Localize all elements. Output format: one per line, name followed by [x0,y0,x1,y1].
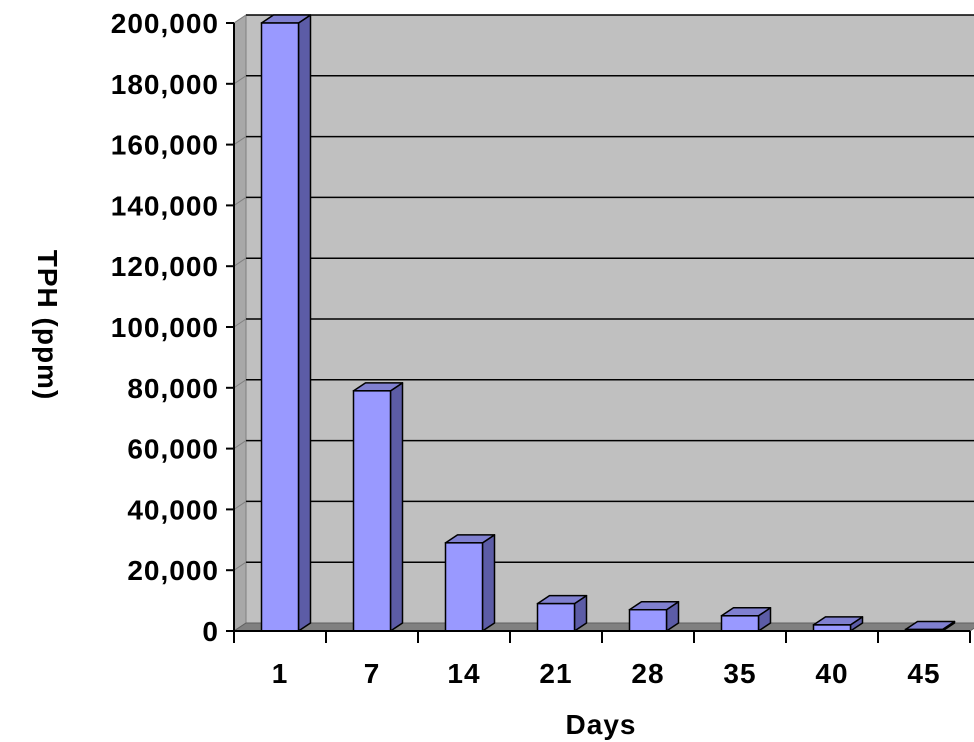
bar [536,594,588,632]
y-tick-label: 100,000 [111,312,219,343]
y-tick-label: 60,000 [127,434,219,465]
bar-side [481,534,496,632]
bar [444,534,496,632]
gridline-side [233,75,247,85]
bar-front [444,542,484,632]
y-tick-label: 200,000 [111,8,219,39]
bar-front [260,22,300,632]
bar [260,14,312,632]
x-tick-label: 35 [723,658,756,689]
bar [352,382,404,632]
bar-side [389,382,404,632]
y-tick-label: 0 [202,616,219,647]
y-tick-label: 40,000 [127,494,219,525]
y-axis-title: TPH (ppm) [32,250,63,401]
x-tick-label: 21 [539,658,572,689]
bar [628,600,680,632]
gridline-side [233,318,247,328]
y-tick-label: 120,000 [111,251,219,282]
gridline-side [233,500,247,510]
gridline-side [233,196,247,206]
bar-front [628,608,668,632]
gridline-side [233,440,247,450]
bar-front [536,602,576,632]
x-tick-label: 40 [815,658,848,689]
x-tick-label: 45 [907,658,940,689]
gridline-side [233,379,247,389]
bar-front [720,615,760,632]
y-tick-label: 180,000 [111,69,219,100]
plot-floor [232,622,974,632]
x-tick-label: 28 [631,658,664,689]
bar-side [297,14,312,632]
y-tick-label: 20,000 [127,555,219,586]
x-tick-label: 1 [272,658,289,689]
x-tick-label: 7 [364,658,381,689]
gridline-side [233,257,247,267]
gridline-side [233,14,247,24]
gridline-side [233,136,247,146]
y-tick-label: 160,000 [111,130,219,161]
bar [720,607,772,632]
x-tick-label: 14 [447,658,480,689]
gridline-side [233,561,247,571]
y-tick-label: 140,000 [111,190,219,221]
bar-front [352,390,392,632]
y-tick-label: 80,000 [127,373,219,404]
x-axis-title: Days [566,709,637,740]
